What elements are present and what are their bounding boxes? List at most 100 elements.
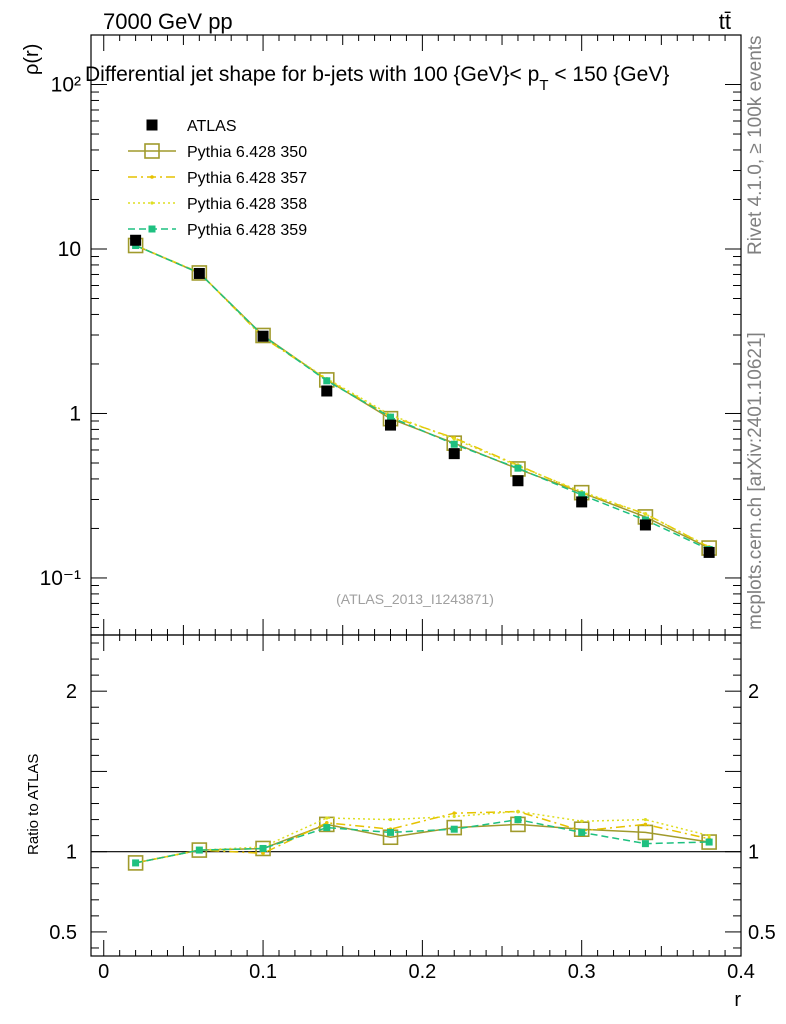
x-tick-label: 0	[98, 961, 109, 983]
legend-label: Pythia 6.428 359	[187, 222, 307, 239]
main-plot-area	[127, 234, 717, 558]
ratio-series-p350	[127, 816, 717, 871]
ratio-line-p357	[135, 810, 710, 864]
ratio-plot-area	[91, 809, 741, 871]
legend-label: Pythia 6.428 357	[187, 170, 307, 187]
ratio-point-p358	[580, 819, 584, 823]
ratio-y-tick-label: 1	[66, 842, 77, 864]
legend-marker	[146, 119, 158, 131]
ratio-panel: 0.5 0.5 1 1 2 2 0 0.1 0.2 0.3 0.4 Ratio to ATLAS r	[25, 634, 776, 1011]
ratio-point-p359	[705, 838, 713, 846]
ratio-point-p359	[387, 828, 395, 836]
data-point-atlas	[257, 330, 269, 342]
data-point-atlas	[448, 448, 460, 460]
legend-label: Pythia 6.428 350	[187, 144, 307, 161]
ratio-y-tick-label: 2	[66, 681, 77, 703]
process-label: tt̄	[719, 9, 731, 34]
series-line-p350	[135, 244, 710, 549]
main-y-tick-label: 10	[58, 238, 81, 261]
ratio-y-axis-label: Ratio to ATLAS	[25, 754, 42, 855]
x-tick-label: 0.3	[568, 961, 596, 983]
ratio-point-p359	[450, 825, 458, 833]
legend-marker	[150, 201, 154, 205]
series-line-p357	[135, 244, 710, 548]
data-point-p359	[323, 377, 331, 385]
ratio-series-p357	[133, 809, 711, 865]
ratio-line-p359	[135, 818, 710, 864]
legend-marker	[148, 225, 156, 233]
x-tick-label: 0.4	[727, 961, 755, 983]
data-point-atlas	[385, 419, 397, 431]
data-point-atlas	[321, 385, 333, 397]
ratio-point-p358	[325, 816, 329, 820]
data-point-atlas	[130, 234, 142, 246]
data-point-p359	[387, 413, 395, 421]
legend-label: ATLAS	[187, 118, 237, 135]
data-point-atlas	[576, 496, 588, 508]
ratio-point-p359	[514, 816, 522, 824]
ratio-y-tick-label: 0.5	[49, 922, 77, 944]
ratio-y-tick-label-right: 2	[748, 681, 759, 703]
data-point-atlas	[703, 546, 715, 558]
ratio-point-p357	[324, 820, 329, 825]
data-point-p350	[191, 265, 208, 281]
data-point-p358	[643, 512, 648, 516]
legend-entry: Pythia 6.428 358	[128, 196, 307, 213]
series-data	[130, 234, 715, 558]
ratio-line-p358	[135, 810, 710, 864]
main-panel: 10⁻¹ 1 10 10² ρ(r) Differential jet shape f…	[21, 34, 742, 636]
legend-entry: Pythia 6.428 359	[128, 222, 307, 239]
analysis-reference: (ATLAS_2013_I1243871)	[336, 591, 494, 607]
data-point-p350	[255, 327, 271, 344]
ratio-line-p350	[135, 823, 710, 864]
ratio-point-p359	[323, 824, 331, 832]
chart-title: Differential jet shape for b-jets with 1…	[85, 63, 669, 94]
ratio-point-p358	[707, 834, 711, 838]
ratio-y-tick-label-right: 1	[748, 842, 759, 864]
chart-title-main: Differential jet shape for b-jets with 1…	[85, 63, 539, 86]
ratio-frame	[90, 634, 742, 957]
ratio-point-p359	[195, 846, 203, 854]
series-line-p358	[135, 244, 710, 548]
data-point-atlas	[512, 475, 524, 487]
ratio-y-tick-label-right: 0.5	[748, 922, 776, 944]
legend-label: Pythia 6.428 358	[187, 196, 307, 213]
series-p358	[134, 243, 711, 549]
data-point-p359	[514, 464, 522, 472]
ratio-series-p358	[134, 809, 711, 865]
main-y-tick-label: 1	[69, 402, 81, 425]
ratio-point-p357	[643, 822, 648, 827]
data-point-atlas	[193, 267, 205, 279]
legend-entry: ATLAS	[146, 118, 237, 135]
ratio-point-p359	[259, 844, 267, 852]
legend-marker	[144, 143, 160, 159]
data-point-atlas	[639, 519, 651, 531]
chart-title-rest: < 150 {GeV}	[548, 63, 669, 86]
main-y-axis-label: ρ(r)	[21, 44, 43, 75]
rivet-label: Rivet 4.1.0, ≥ 100k events	[745, 35, 766, 255]
x-tick-label: 0.1	[249, 961, 277, 983]
legend-entry: Pythia 6.428 350	[128, 143, 307, 161]
data-point-p359	[578, 491, 586, 499]
series-p357	[133, 243, 711, 549]
x-axis-label: r	[734, 989, 741, 1011]
legend-marker	[150, 175, 154, 179]
ratio-point-p359	[578, 828, 586, 836]
legend: ATLAS Pythia 6.428 350 Pythia 6.428 357 Pyt…	[128, 118, 307, 239]
ratio-point-p358	[516, 809, 520, 814]
ratio-series-p359	[132, 816, 713, 867]
chart-title-sub: T	[539, 77, 548, 94]
main-axes: 10⁻¹ 1 10 10²	[40, 34, 742, 635]
ratio-point-p359	[641, 840, 649, 848]
legend-entry: Pythia 6.428 357	[128, 170, 307, 187]
series-line-p359	[135, 244, 710, 551]
data-point-p359	[450, 440, 458, 448]
data-point-p358	[452, 437, 456, 441]
ratio-point-p358	[452, 814, 456, 818]
ratio-point-p350	[127, 855, 144, 871]
ratio-point-p358	[388, 817, 393, 822]
ratio-axes: 0.5 0.5 1 1 2 2 0 0.1 0.2 0.3 0.4	[49, 635, 776, 983]
collision-label: 7000 GeV pp	[103, 9, 233, 34]
x-tick-label: 0.2	[408, 961, 436, 983]
main-y-tick-label: 10⁻¹	[40, 567, 81, 590]
